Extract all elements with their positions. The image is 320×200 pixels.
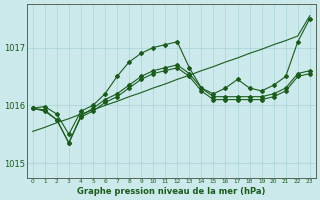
X-axis label: Graphe pression niveau de la mer (hPa): Graphe pression niveau de la mer (hPa) [77, 187, 266, 196]
